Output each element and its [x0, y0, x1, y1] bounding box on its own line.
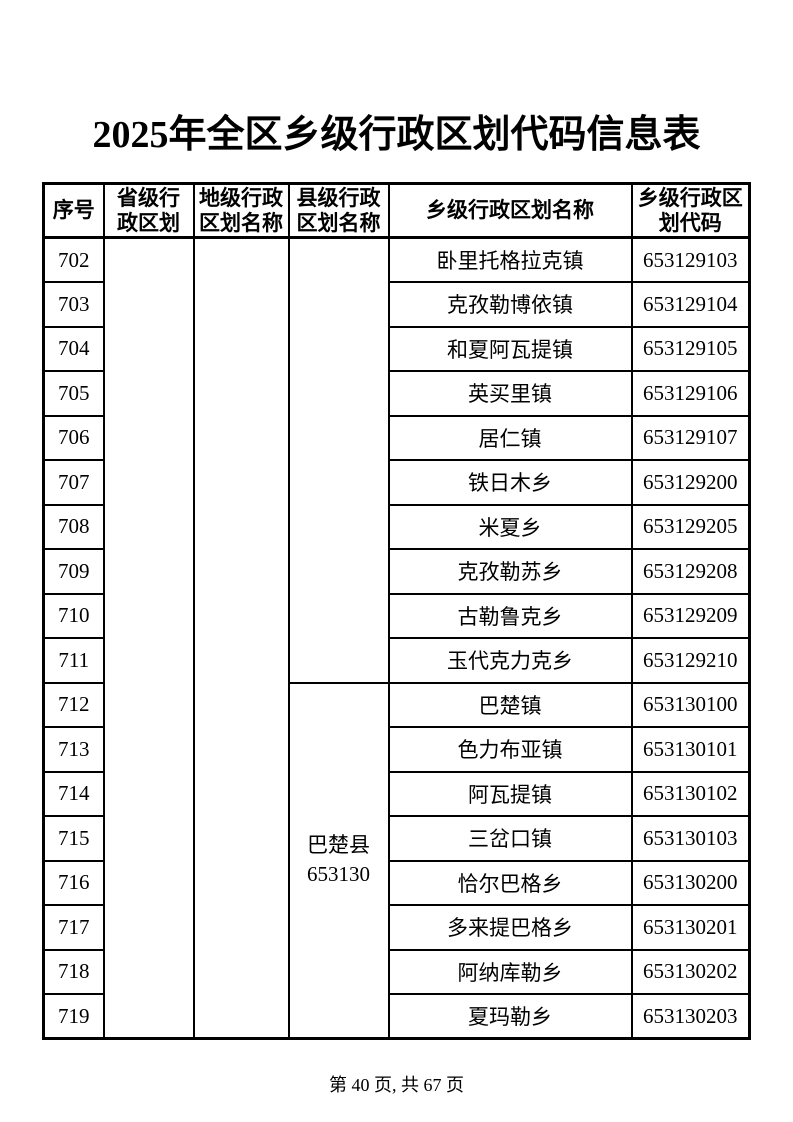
table-row: 704 和夏阿瓦提镇 653129105 [42, 325, 751, 372]
table-row: 707 铁日木乡 653129200 [42, 459, 751, 506]
row-number-cell: 709 [42, 548, 105, 595]
header-township-division-name: 乡级行政区划名称 [387, 182, 633, 239]
row-number-cell: 717 [42, 904, 105, 951]
row-number-cell: 715 [42, 815, 105, 862]
row-number-cell: 702 [42, 236, 105, 283]
township-code-cell: 653129205 [630, 503, 751, 550]
header-row: 序号 省级行 政区划 地级行政 区划名称 县级行政 区划名称 乡级行政区划名称 乡级行… [42, 182, 751, 239]
table-row: 709 克孜勒苏乡 653129208 [42, 548, 751, 595]
county-code: 653130 [307, 862, 370, 887]
township-name-cell: 英买里镇 [387, 370, 633, 417]
township-name-cell: 和夏阿瓦提镇 [387, 325, 633, 372]
township-code-cell: 653130203 [630, 993, 751, 1040]
county-division-cell: 巴楚县 653130 [287, 681, 390, 1040]
township-name-cell: 阿纳库勒乡 [387, 948, 633, 995]
township-code-cell: 653130102 [630, 770, 751, 817]
township-code-cell: 653130101 [630, 726, 751, 773]
table-row: 706 居仁镇 653129107 [42, 414, 751, 461]
table-row: 719 夏玛勒乡 653130203 [42, 993, 751, 1040]
table-row: 702 卧里托格拉克镇 653129103 [42, 236, 751, 1040]
township-code-cell: 653129106 [630, 370, 751, 417]
county-name: 巴楚县 [307, 833, 370, 858]
header-prefecture-division-name: 地级行政 区划名称 [192, 182, 290, 239]
township-name-cell: 古勒鲁克乡 [387, 592, 633, 639]
row-number-cell: 716 [42, 859, 105, 906]
row-number-cell: 705 [42, 370, 105, 417]
township-code-cell: 653129200 [630, 459, 751, 506]
row-number-cell: 707 [42, 459, 105, 506]
township-name-cell: 居仁镇 [387, 414, 633, 461]
row-number-cell: 718 [42, 948, 105, 995]
township-code-cell: 653129209 [630, 592, 751, 639]
township-name-cell: 阿瓦提镇 [387, 770, 633, 817]
table-row: 710 古勒鲁克乡 653129209 [42, 592, 751, 639]
table-row: 711 玉代克力克乡 653129210 [42, 637, 751, 684]
row-number-cell: 706 [42, 414, 105, 461]
township-name-cell: 多来提巴格乡 [387, 904, 633, 951]
township-code-cell: 653129208 [630, 548, 751, 595]
row-number-cell: 711 [42, 637, 105, 684]
township-code-cell: 653129210 [630, 637, 751, 684]
township-name-cell: 克孜勒苏乡 [387, 548, 633, 595]
row-number-cell: 713 [42, 726, 105, 773]
table-row: 705 英买里镇 653129106 [42, 370, 751, 417]
header-serial-number: 序号 [42, 182, 105, 239]
admin-division-code-table: 序号 省级行 政区划 地级行政 区划名称 县级行政 区划名称 乡级行政区划名称 乡级行… [42, 182, 751, 1040]
township-name-cell: 三岔口镇 [387, 815, 633, 862]
township-name-cell: 米夏乡 [387, 503, 633, 550]
row-number-cell: 714 [42, 770, 105, 817]
header-township-division-code: 乡级行政区 划代码 [630, 182, 751, 239]
township-code-cell: 653130103 [630, 815, 751, 862]
township-name-cell: 卧里托格拉克镇 [387, 236, 633, 283]
township-name-cell: 巴楚镇 [387, 681, 633, 728]
table-header: 序号 省级行 政区划 地级行政 区划名称 县级行政 区划名称 乡级行政区划名称 乡级行… [42, 182, 751, 239]
township-name-cell: 克孜勒博依镇 [387, 281, 633, 328]
table-row: 712 巴楚县 653130 巴楚镇 653130100 [42, 681, 751, 1040]
township-code-cell: 653129103 [630, 236, 751, 283]
township-code-cell: 653130202 [630, 948, 751, 995]
township-code-cell: 653129107 [630, 414, 751, 461]
table-row: 718 阿纳库勒乡 653130202 [42, 948, 751, 995]
row-number-cell: 708 [42, 503, 105, 550]
table-row: 713 色力布亚镇 653130101 [42, 726, 751, 773]
table-row: 714 阿瓦提镇 653130102 [42, 770, 751, 817]
row-number-cell: 710 [42, 592, 105, 639]
township-name-cell: 色力布亚镇 [387, 726, 633, 773]
prefecture-division-cell [192, 236, 290, 1040]
township-name-cell: 铁日木乡 [387, 459, 633, 506]
page-footer: 第 40 页, 共 67 页 [329, 1075, 464, 1095]
header-county-division-name: 县级行政 区划名称 [287, 182, 390, 239]
township-name-cell: 玉代克力克乡 [387, 637, 633, 684]
row-number-cell: 719 [42, 993, 105, 1040]
county-division-cell-empty [287, 236, 390, 684]
township-code-cell: 653130200 [630, 859, 751, 906]
table-row: 715 三岔口镇 653130103 [42, 815, 751, 862]
table-body: 702 卧里托格拉克镇 653129103 703 克孜勒博依镇 6531291… [42, 236, 751, 1040]
header-province-division: 省级行 政区划 [102, 182, 195, 239]
township-name-cell: 夏玛勒乡 [387, 993, 633, 1040]
row-number-cell: 703 [42, 281, 105, 328]
township-code-cell: 653129105 [630, 325, 751, 372]
table-row: 708 米夏乡 653129205 [42, 503, 751, 550]
township-code-cell: 653129104 [630, 281, 751, 328]
table-row: 703 克孜勒博依镇 653129104 [42, 281, 751, 328]
township-code-cell: 653130100 [630, 681, 751, 728]
page-title: 2025年全区乡级行政区划代码信息表 [92, 114, 701, 156]
province-division-cell [102, 236, 195, 1040]
table-row: 717 多来提巴格乡 653130201 [42, 904, 751, 951]
row-number-cell: 704 [42, 325, 105, 372]
township-name-cell: 恰尔巴格乡 [387, 859, 633, 906]
township-code-cell: 653130201 [630, 904, 751, 951]
table-row: 716 恰尔巴格乡 653130200 [42, 859, 751, 906]
row-number-cell: 712 [42, 681, 105, 728]
